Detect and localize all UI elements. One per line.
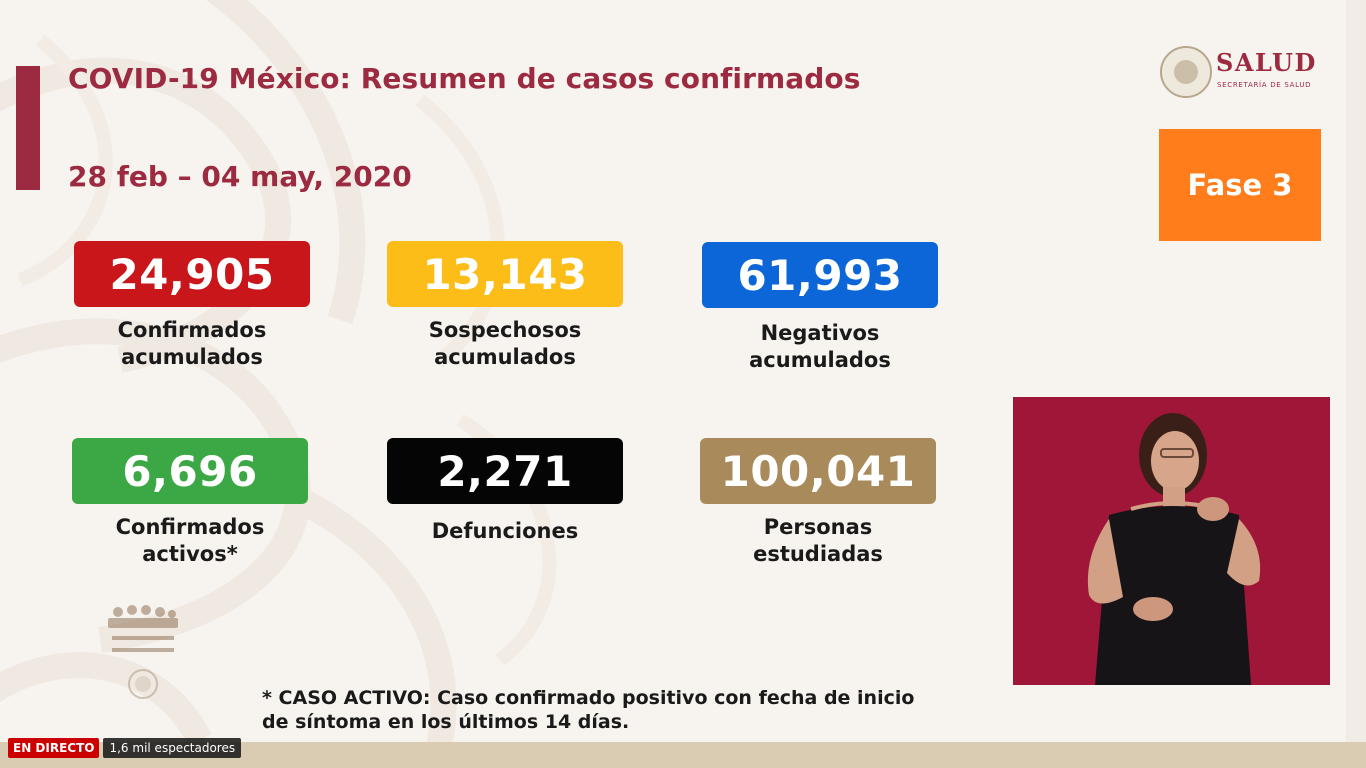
title-accent-bar xyxy=(16,66,40,190)
stat-suspected-cumulative: 13,143 Sospechosos acumulados xyxy=(387,241,623,371)
stream-overlay: EN DIRECTO 1,6 mil espectadores xyxy=(8,738,242,758)
stat-label: Negativos acumulados xyxy=(702,320,938,374)
background-pattern xyxy=(0,0,557,768)
stat-confirmed-active: 6,696 Confirmados activos* xyxy=(72,438,308,568)
stat-label-line2: estudiadas xyxy=(753,542,883,566)
stat-label-line2: acumulados xyxy=(749,348,891,372)
stat-value-box: 100,041 xyxy=(700,438,936,504)
stat-label-line1: Personas xyxy=(763,515,873,539)
logo-name: SALUD xyxy=(1216,48,1317,77)
stat-value-box: 2,271 xyxy=(387,438,623,504)
stat-persons-studied: 100,041 Personas estudiadas xyxy=(700,438,936,568)
stat-label-line1: Sospechosos xyxy=(428,318,582,342)
stat-value-box: 6,696 xyxy=(72,438,308,504)
stat-label-line1: Confirmados xyxy=(117,318,267,342)
stat-label-line2: acumulados xyxy=(434,345,576,369)
stat-label: Defunciones xyxy=(387,518,623,545)
stat-negative-cumulative: 61,993 Negativos acumulados xyxy=(702,242,938,374)
footnote-line2: de síntoma en los últimos 14 días. xyxy=(262,711,630,733)
viewer-count: 1,6 mil espectadores xyxy=(103,738,242,758)
stat-label: Confirmados activos* xyxy=(72,514,308,568)
stat-label: Personas estudiadas xyxy=(700,514,936,568)
slide-title: COVID-19 México: Resumen de casos confir… xyxy=(68,62,861,95)
stat-label: Confirmados acumulados xyxy=(74,317,310,371)
footnote-line1: * CASO ACTIVO: Caso confirmado positivo … xyxy=(262,687,915,709)
stat-label-line2: activos* xyxy=(142,542,238,566)
stat-label: Sospechosos acumulados xyxy=(387,317,623,371)
live-badge[interactable]: EN DIRECTO xyxy=(8,738,100,758)
sign-language-interpreter-video xyxy=(1013,397,1330,685)
government-emblem-icon xyxy=(108,605,178,699)
salud-logo: SALUD SECRETARÍA DE SALUD xyxy=(1158,46,1328,102)
right-margin xyxy=(1346,0,1366,768)
date-range: 28 feb – 04 may, 2020 xyxy=(68,160,412,193)
national-seal-icon xyxy=(1160,46,1212,98)
stat-label-line1: Confirmados xyxy=(115,515,265,539)
stat-label-line2: acumulados xyxy=(121,345,263,369)
stat-value-box: 13,143 xyxy=(387,241,623,307)
stat-value-box: 24,905 xyxy=(74,241,310,307)
stat-label-line1: Negativos xyxy=(760,321,880,345)
stat-label-line1: Defunciones xyxy=(431,519,579,543)
stat-value-box: 61,993 xyxy=(702,242,938,308)
phase-badge: Fase 3 xyxy=(1159,129,1321,241)
logo-subtitle: SECRETARÍA DE SALUD xyxy=(1217,81,1312,89)
stat-deaths: 2,271 Defunciones xyxy=(387,438,623,545)
stat-confirmed-cumulative: 24,905 Confirmados acumulados xyxy=(74,241,310,371)
active-case-footnote: * CASO ACTIVO: Caso confirmado positivo … xyxy=(262,686,962,734)
interpreter-figure xyxy=(1087,413,1261,685)
